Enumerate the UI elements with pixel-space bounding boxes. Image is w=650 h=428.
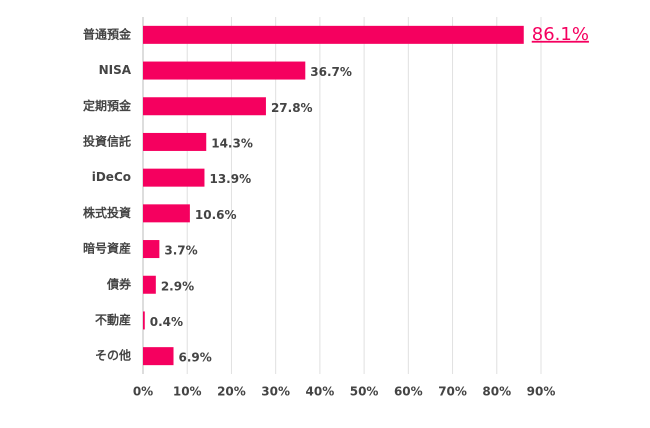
bar — [143, 311, 145, 330]
y-tick-label: NISA — [99, 63, 132, 77]
value-label: 3.7% — [164, 244, 197, 258]
value-label: 6.9% — [179, 351, 212, 365]
bar — [143, 132, 207, 151]
y-tick-label: 株式投資 — [83, 205, 131, 220]
x-tick-label: 20% — [217, 385, 246, 399]
bar — [143, 61, 306, 80]
y-tick-label: iDeCo — [92, 170, 131, 184]
value-label: 2.9% — [161, 279, 194, 293]
x-tick-label: 10% — [173, 385, 202, 399]
value-label: 10.6% — [195, 208, 237, 222]
x-tick-label: 50% — [350, 385, 379, 399]
bar — [143, 240, 160, 259]
value-label: 86.1% — [532, 24, 589, 45]
bar — [143, 204, 190, 223]
x-tick-label: 60% — [394, 385, 423, 399]
y-tick-label: 不動産 — [95, 312, 131, 327]
y-tick-label: 普通預金 — [83, 26, 132, 41]
bar — [143, 97, 266, 116]
y-tick-label: 暗号資産 — [83, 241, 131, 256]
y-tick-label: 投資信託 — [83, 133, 131, 148]
x-tick-label: 30% — [261, 385, 290, 399]
value-label: 36.7% — [310, 65, 352, 79]
bar — [143, 168, 205, 187]
value-label: 13.9% — [209, 172, 251, 186]
value-label: 0.4% — [150, 315, 183, 329]
y-tick-label: 債券 — [106, 276, 132, 291]
x-tick-label: 70% — [438, 385, 467, 399]
bar — [143, 25, 524, 44]
x-tick-label: 90% — [527, 385, 556, 399]
y-tick-label: 定期預金 — [83, 98, 132, 113]
y-tick-label: その他 — [95, 348, 131, 363]
bar — [143, 347, 174, 366]
value-label: 27.8% — [271, 101, 313, 115]
x-tick-label: 80% — [482, 385, 511, 399]
bar — [143, 275, 156, 294]
value-label: 14.3% — [211, 136, 253, 150]
x-tick-label: 40% — [306, 385, 335, 399]
x-tick-label: 0% — [133, 385, 153, 399]
